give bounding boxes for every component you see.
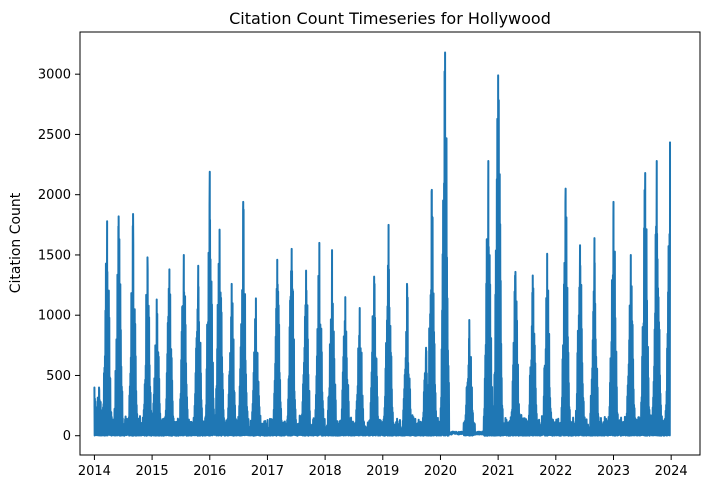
y-tick-label: 1000 bbox=[38, 309, 71, 324]
y-axis: 0 500 1000 1500 2000 2500 3000 bbox=[38, 68, 80, 444]
series-line bbox=[93, 51, 672, 437]
chart-title: Citation Count Timeseries for Hollywood bbox=[229, 9, 551, 28]
y-tick-label: 500 bbox=[46, 369, 71, 384]
y-tick-label: 2500 bbox=[38, 128, 71, 143]
x-tick-label: 2022 bbox=[539, 464, 572, 479]
y-tick-label: 3000 bbox=[38, 68, 71, 83]
x-axis: 2014 2015 2016 2017 2018 2019 2020 2021 2022 2023… bbox=[78, 455, 688, 479]
x-tick-label: 2015 bbox=[136, 464, 169, 479]
x-tick-label: 2016 bbox=[193, 464, 226, 479]
y-axis-label: Citation Count bbox=[8, 192, 24, 293]
x-tick-label: 2024 bbox=[655, 464, 688, 479]
x-tick-label: 2019 bbox=[366, 464, 399, 479]
x-tick-label: 2017 bbox=[251, 464, 284, 479]
x-tick-label: 2018 bbox=[309, 464, 342, 479]
x-tick-label: 2014 bbox=[78, 464, 111, 479]
plot-frame bbox=[79, 31, 701, 456]
x-tick-label: 2023 bbox=[597, 464, 630, 479]
y-tick-label: 0 bbox=[63, 429, 71, 444]
x-tick-label: 2020 bbox=[424, 464, 457, 479]
data-layer bbox=[93, 51, 672, 437]
x-tick-label: 2021 bbox=[482, 464, 515, 479]
y-tick-label: 2000 bbox=[38, 188, 71, 203]
y-tick-label: 1500 bbox=[38, 248, 71, 263]
